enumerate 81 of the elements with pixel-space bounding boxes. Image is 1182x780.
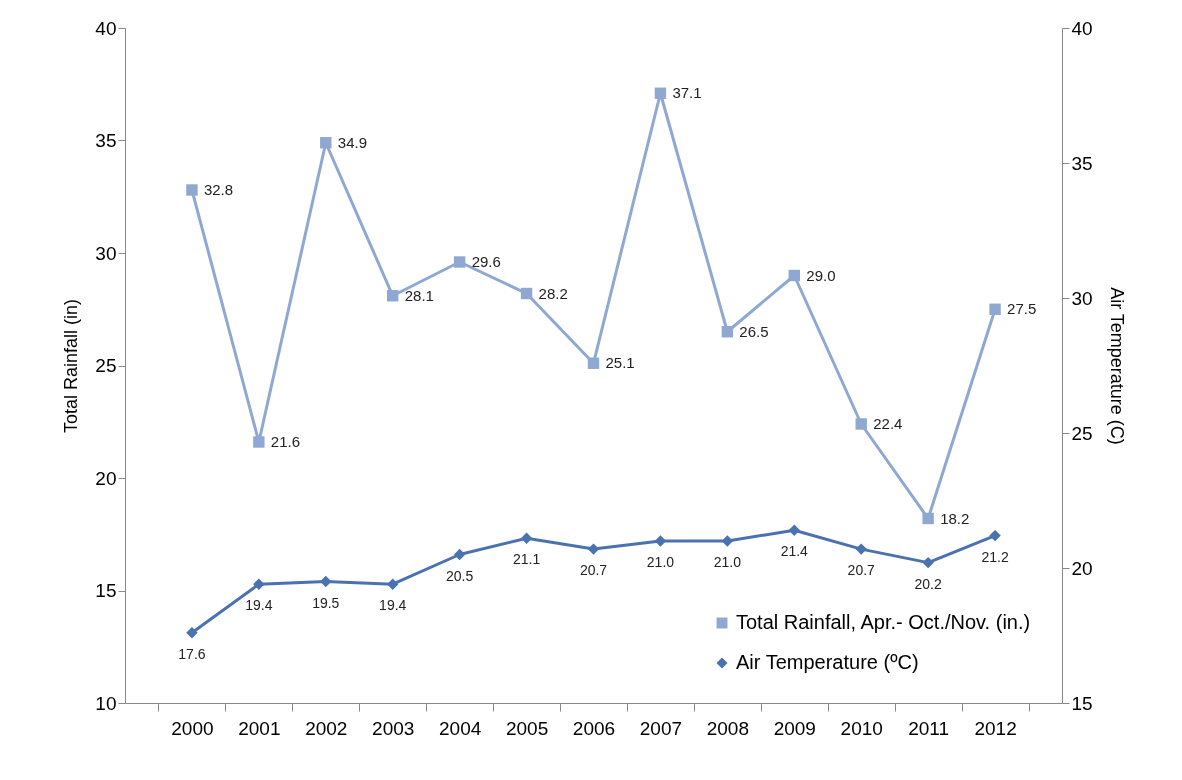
data-label: 29.0 <box>806 266 836 284</box>
y-tick-label: 30 <box>95 242 117 264</box>
x-tick-label: 2011 <box>908 717 950 739</box>
point <box>186 627 198 639</box>
legend-label: Air Temperature (ºC) <box>736 651 919 673</box>
x-tick-label: 2000 <box>171 717 214 739</box>
data-label: 21.2 <box>981 548 1009 565</box>
data-label: 19.4 <box>379 597 407 614</box>
x-tick-label: 2008 <box>706 717 749 739</box>
x-tick-label: 2012 <box>974 717 1017 739</box>
data-label: 29.6 <box>471 253 501 270</box>
data-label: 34.9 <box>337 133 367 151</box>
data-label: 37.1 <box>672 84 702 102</box>
y2-tick-label: 30 <box>1071 287 1093 309</box>
point <box>922 556 934 569</box>
legend-label: Total Rainfall, Apr.- Oct./Nov. (in.) <box>736 611 1031 633</box>
data-label: 20.7 <box>579 562 608 579</box>
point <box>855 418 867 430</box>
point <box>387 290 399 302</box>
x-tick-label: 2001 <box>238 717 281 739</box>
point <box>453 256 466 268</box>
x-tick-label: 2009 <box>773 717 816 739</box>
point <box>253 436 265 448</box>
point <box>788 269 800 282</box>
data-label: 32.8 <box>203 181 234 198</box>
data-label: 25.1 <box>605 354 635 372</box>
data-label: 19.4 <box>245 597 273 614</box>
data-label: 21.4 <box>780 543 809 560</box>
y-tick-label: 35 <box>95 130 117 151</box>
point <box>788 524 800 536</box>
data-label: 20.2 <box>914 575 942 592</box>
data-label: 17.6 <box>178 645 206 662</box>
point <box>989 303 1001 315</box>
x-tick-label: 2010 <box>840 717 883 739</box>
data-label: 21.0 <box>646 554 675 570</box>
point <box>922 512 934 525</box>
data-label: 20.7 <box>847 562 876 579</box>
data-label: 21.6 <box>270 433 301 450</box>
y-tick-label: 25 <box>95 355 117 376</box>
x-tick-label: 2005 <box>505 717 549 739</box>
x-tick-label: 2007 <box>639 717 683 739</box>
point <box>453 548 466 561</box>
point <box>520 532 533 544</box>
y-tick-label: 40 <box>95 17 117 39</box>
data-label: 21.0 <box>713 554 742 570</box>
point <box>587 543 600 555</box>
y2-tick-label: 35 <box>1071 152 1093 174</box>
x-tick-label: 2006 <box>572 717 616 739</box>
y2-tick-label: 40 <box>1071 17 1093 39</box>
data-label: 27.5 <box>1007 300 1037 318</box>
point <box>855 543 867 555</box>
y-tick-label: 10 <box>95 692 117 714</box>
point <box>989 529 1001 542</box>
x-tick-label: 2004 <box>439 717 482 739</box>
data-label: 26.5 <box>739 322 769 340</box>
point <box>520 287 533 300</box>
point <box>387 578 399 590</box>
point <box>587 357 600 369</box>
data-label: 20.5 <box>446 567 474 584</box>
y-axis-title: Total Rainfall (in) <box>61 298 82 434</box>
x-tick-label: 2003 <box>372 717 415 739</box>
y2-tick-label: 25 <box>1071 422 1093 444</box>
data-label: 28.2 <box>538 284 568 302</box>
point <box>320 137 332 149</box>
data-label: 21.1 <box>512 551 541 568</box>
x-tick-label: 2002 <box>305 717 348 739</box>
point <box>654 87 667 99</box>
y-tick-label: 20 <box>95 467 117 489</box>
data-label: 18.2 <box>940 509 970 527</box>
data-label: 19.5 <box>312 594 340 611</box>
point <box>721 326 734 338</box>
data-label: 22.4 <box>873 415 903 432</box>
y-tick-label: 15 <box>95 580 117 601</box>
y2-tick-label: 15 <box>1071 692 1093 714</box>
point <box>721 535 734 547</box>
point <box>320 575 332 588</box>
y2-axis-title: Air Temperature (C) <box>1106 287 1127 445</box>
point <box>186 184 198 196</box>
point <box>253 578 265 590</box>
y2-tick-label: 20 <box>1071 557 1093 579</box>
data-label: 28.1 <box>404 286 434 304</box>
